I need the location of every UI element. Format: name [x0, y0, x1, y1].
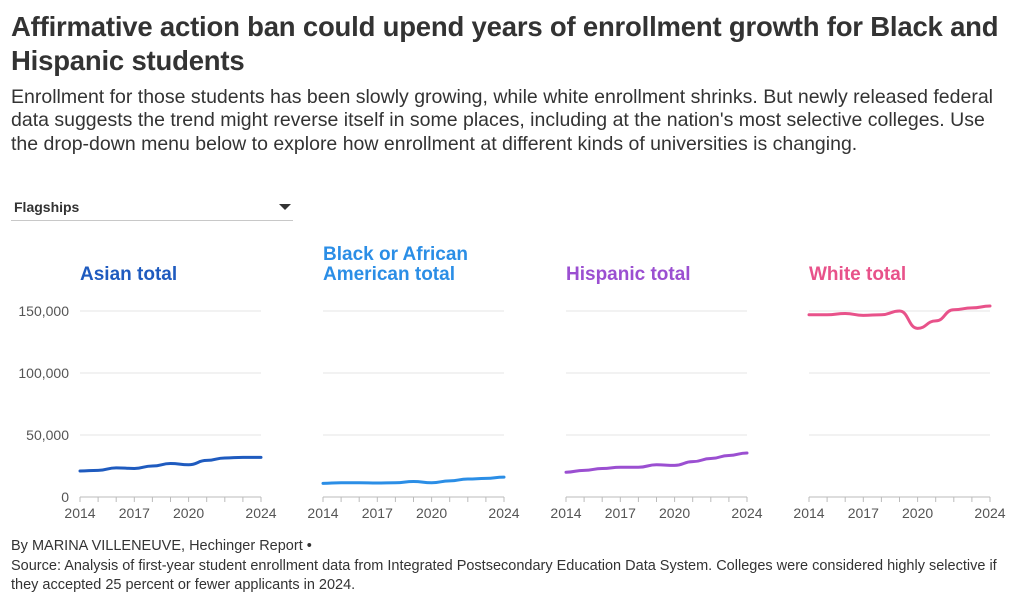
- x-tick-label: 2024: [731, 505, 762, 521]
- x-tick-label: 2014: [64, 505, 95, 521]
- x-tick-label: 2014: [550, 505, 581, 521]
- y-tick-label: 50,000: [26, 427, 69, 443]
- x-tick-label: 2020: [902, 505, 933, 521]
- series-line: [807, 304, 992, 330]
- panel-title-hispanic: Hispanic total: [566, 264, 691, 285]
- x-tick-label: 2017: [119, 505, 150, 521]
- x-tick-label: 2014: [793, 505, 824, 521]
- chevron-down-icon: [279, 204, 291, 210]
- series-line: [564, 451, 749, 474]
- x-tick-label: 2020: [416, 505, 447, 521]
- panel-title-black: Black or African American total: [323, 244, 469, 285]
- series-line: [321, 475, 506, 485]
- x-tick-label: 2024: [974, 505, 1005, 521]
- x-tick-label: 2020: [173, 505, 204, 521]
- x-tick-label: 2020: [659, 505, 690, 521]
- y-tick-label: 0: [61, 489, 69, 505]
- byline: By MARINA VILLENEUVE, Hechinger Report •: [11, 538, 312, 554]
- y-tick-label: 150,000: [18, 303, 69, 319]
- x-tick-label: 2017: [848, 505, 879, 521]
- series-line: [78, 455, 263, 473]
- y-tick-label: 100,000: [18, 365, 69, 381]
- x-tick-label: 2014: [307, 505, 338, 521]
- panel-title-asian: Asian total: [80, 264, 178, 285]
- x-tick-label: 2024: [488, 505, 519, 521]
- source-note: Source: Analysis of first-year student e…: [11, 558, 997, 593]
- x-tick-label: 2017: [362, 505, 393, 521]
- chart-subtitle: Enrollment for those students has been s…: [11, 86, 993, 155]
- panel-title-white: White total: [809, 264, 907, 285]
- chart-title: Affirmative action ban could upend years…: [11, 11, 999, 76]
- dropdown-selected-value: Flagships: [14, 199, 80, 215]
- x-tick-label: 2017: [605, 505, 636, 521]
- category-dropdown[interactable]: Flagships: [11, 196, 293, 221]
- x-tick-label: 2024: [245, 505, 276, 521]
